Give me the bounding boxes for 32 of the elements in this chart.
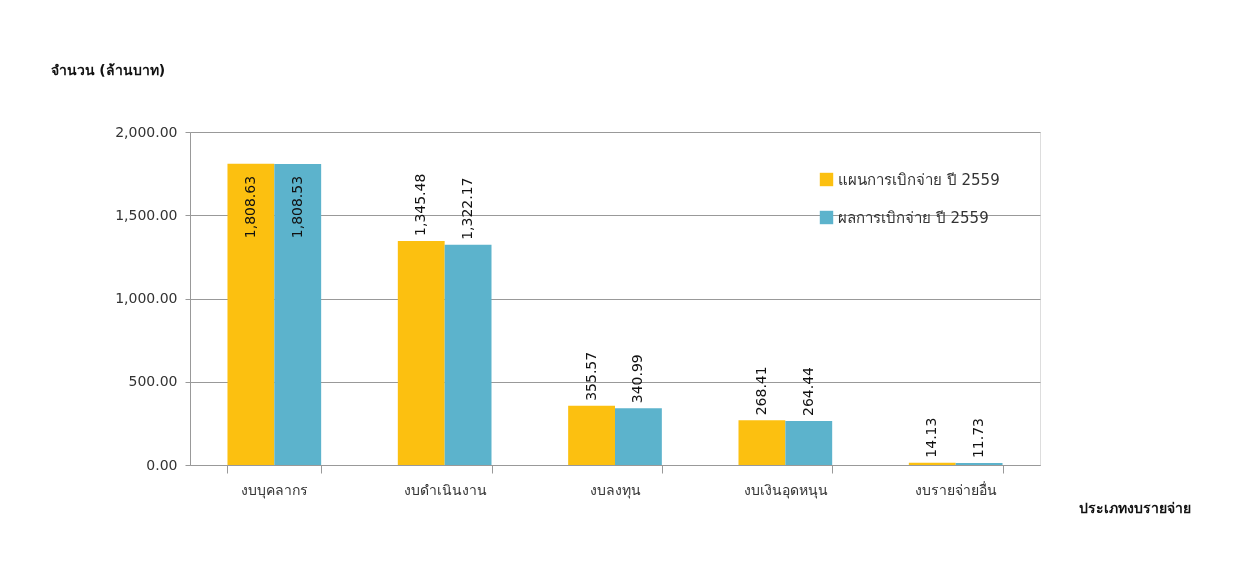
data-label: 1,808.63 [241, 175, 258, 239]
data-label: 1,808.53 [288, 175, 305, 239]
legend-label: แผนการเบิกจ่าย ปี 2559 [838, 170, 1000, 189]
bar [785, 420, 833, 465]
data-label: 14.13 [923, 417, 940, 458]
data-label: 268.41 [752, 366, 769, 416]
bar [738, 420, 786, 465]
bar [444, 244, 492, 465]
x-axis-title: ประเภทงบรายจ่าย [1078, 499, 1191, 516]
data-label: 355.57 [582, 351, 599, 401]
y-tick-label: 2,000.00 [115, 123, 178, 140]
data-label: 11.73 [970, 417, 987, 459]
bar [227, 163, 275, 465]
bar [568, 405, 615, 465]
bar [397, 240, 445, 465]
x-tick-label: งบลงทุน [590, 481, 641, 499]
data-label: 264.44 [799, 366, 816, 416]
y-tick-label: 1,000.00 [115, 290, 178, 306]
y-tick-label: 500.00 [128, 373, 178, 390]
y-tick-label: 1,500.00 [115, 206, 178, 223]
data-label: 340.99 [629, 354, 646, 404]
x-tick-label: งบบุคลากร [241, 481, 309, 499]
bar [274, 163, 322, 465]
y-tick-label: 0.00 [146, 456, 178, 473]
data-label: 1,345.48 [412, 173, 429, 236]
y-axis-title: จำนวน (ล้านบาท) [50, 61, 166, 78]
x-tick-label: งบเงินอุดหนุน [743, 481, 828, 499]
bar [615, 408, 662, 465]
x-tick-label: งบรายจ่ายอื่น [915, 480, 998, 498]
x-tick-label: งบดำเนินงาน [403, 481, 487, 498]
data-label: 1,322.17 [459, 177, 476, 240]
legend-label: ผลการเบิกจ่าย ปี 2559 [838, 208, 989, 227]
